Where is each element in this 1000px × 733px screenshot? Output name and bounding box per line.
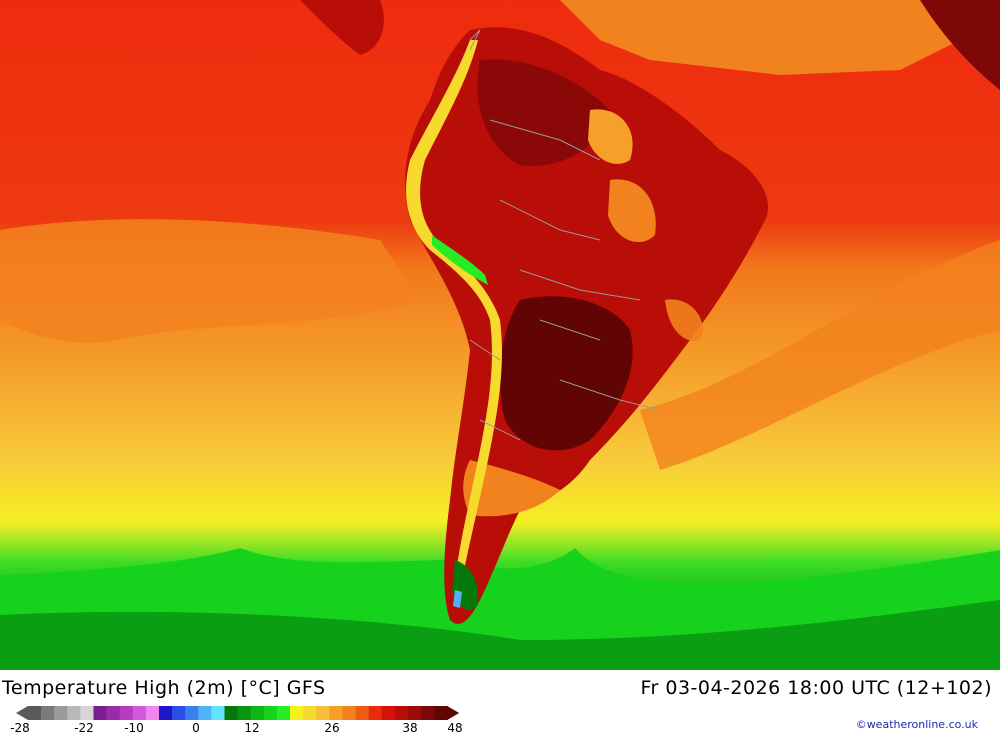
legend-swatch (342, 706, 356, 720)
hot-core-amazon (477, 59, 610, 166)
warm-band-atlantic (640, 240, 1000, 470)
legend-swatch (106, 706, 120, 720)
legend-swatch (407, 706, 422, 720)
hot-core-interior (500, 296, 633, 451)
temperature-map (0, 0, 1000, 670)
warm-band-northeast (560, 0, 960, 75)
legend-swatch (381, 706, 396, 720)
valid-time: Fr 03-04-2026 18:00 UTC (12+102) (640, 677, 992, 699)
patagonia-lake (453, 590, 462, 608)
legend-swatch (159, 706, 173, 720)
legend-swatch (263, 706, 278, 720)
legend-tick-label: -22 (74, 721, 94, 733)
legend-swatch (67, 706, 81, 720)
legend-swatch (119, 706, 134, 720)
hot-region-northeast-corner (920, 0, 1000, 90)
legend-swatch (368, 706, 382, 720)
legend-swatch (394, 706, 409, 720)
legend-swatch (93, 706, 107, 720)
legend-swatch (434, 706, 448, 720)
legend-swatch (355, 706, 369, 720)
warm-patch-central-brazil (608, 179, 656, 243)
central-america (300, 0, 384, 55)
legend-swatch (54, 706, 68, 720)
country-borders (469, 29, 661, 441)
andes-cold-peaks (432, 235, 488, 285)
legend-tick-label: 26 (324, 721, 339, 733)
legend-tick-label: 0 (192, 721, 200, 733)
legend-swatch (172, 706, 186, 720)
legend-tick-label: 38 (402, 721, 417, 733)
legend-swatch (316, 706, 330, 720)
map-footer: Temperature High (2m) [°C] GFS Fr 03-04-… (0, 670, 1000, 733)
legend-swatch (145, 706, 160, 720)
legend-tick-label: -10 (124, 721, 144, 733)
legend-swatch (421, 706, 435, 720)
legend-swatch (224, 706, 238, 720)
legend-tick-label: 48 (447, 721, 462, 733)
legend-swatch (290, 706, 304, 720)
legend-swatch (329, 706, 343, 720)
legend-arrow-min (16, 706, 28, 720)
warm-patch-southeast-brazil (665, 299, 703, 341)
legend-swatch (303, 706, 317, 720)
legend-swatch (132, 706, 147, 720)
legend-swatch (211, 706, 225, 720)
legend-swatch (80, 706, 94, 720)
warm-patch-northeast-brazil (588, 109, 633, 164)
legend-swatch (185, 706, 199, 720)
credit-link[interactable]: ©weatheronline.co.uk (855, 718, 978, 731)
warm-band-pacific (0, 219, 420, 343)
legend-swatch (276, 706, 291, 720)
cold-zone-south-deep (0, 600, 1000, 670)
legend-swatch (237, 706, 251, 720)
legend-tick-label: -28 (10, 721, 30, 733)
legend-swatch (28, 706, 42, 720)
warm-patch-argentina (463, 460, 560, 517)
legend-swatch (250, 706, 265, 720)
legend-swatch (41, 706, 55, 720)
color-scale-legend: -28 -22 -10 0 12 26 38 48 (10, 706, 463, 733)
legend-arrow-max (447, 706, 460, 720)
map-title: Temperature High (2m) [°C] GFS (2, 677, 326, 699)
legend-swatch (198, 706, 212, 720)
legend-tick-label: 12 (244, 721, 259, 733)
